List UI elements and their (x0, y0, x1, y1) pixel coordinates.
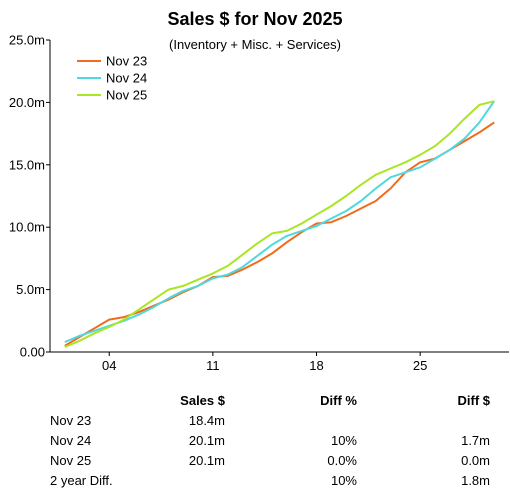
series-line-nov-23 (64, 121, 495, 347)
y-tick-label: 25.0m (9, 33, 45, 48)
series-line-nov-25 (64, 100, 495, 348)
x-tick-label: 18 (309, 358, 323, 373)
legend-label: Nov 25 (106, 88, 147, 103)
header-diff-dollar: Diff $ (457, 393, 491, 408)
row-diff-pct: 0.0% (327, 453, 357, 468)
y-tick-label: 0.00 (20, 345, 45, 360)
table-row: Nov 24 20.1m 10% 1.7m (0, 433, 510, 451)
legend-label: Nov 23 (106, 54, 147, 69)
x-tick-label: 11 (206, 358, 220, 373)
chart-subtitle: (Inventory + Misc. + Services) (169, 37, 341, 52)
legend: Nov 23 Nov 24 Nov 25 (77, 54, 147, 103)
table-header-row: Sales $ Diff % Diff $ (0, 393, 510, 411)
table-row: Nov 23 18.4m (0, 413, 510, 431)
row-sales: 20.1m (188, 453, 225, 468)
table-row: 2 year Diff. 10% 1.8m (0, 473, 510, 491)
row-diff-dollar: 0.0m (461, 453, 490, 468)
table-row: Nov 25 20.1m 0.0% 0.0m (0, 453, 510, 471)
y-tick-label: 15.0m (9, 157, 45, 172)
row-diff-dollar: 1.8m (461, 473, 490, 488)
row-diff-dollar: 1.7m (461, 433, 490, 448)
row-name: Nov 23 (50, 413, 92, 428)
row-sales: 20.1m (188, 433, 225, 448)
row-diff-pct: 10% (330, 473, 357, 488)
y-tick-label: 20.0m (9, 95, 45, 110)
x-tick-label: 04 (102, 358, 116, 373)
header-diff-pct: Diff % (320, 393, 357, 408)
row-name: Nov 24 (50, 433, 92, 448)
sales-line-chart: 0.00 5.0m 10.0m 15.0m 20.0m 25.0m 04 11 18 25 Nov… (9, 33, 509, 373)
series-line-nov-24 (64, 100, 496, 343)
header-sales: Sales $ (180, 393, 225, 408)
row-name: Nov 25 (50, 453, 92, 468)
chart-title: Sales $ for Nov 2025 (167, 9, 343, 29)
row-sales: 18.4m (188, 413, 225, 428)
y-tick-label: 10.0m (9, 220, 45, 235)
axes: 0.00 5.0m 10.0m 15.0m 20.0m 25.0m 04 11 18 25 (9, 33, 509, 373)
series-lines (64, 100, 496, 348)
y-tick-label: 5.0m (16, 282, 45, 297)
row-name: 2 year Diff. (50, 473, 113, 488)
row-diff-pct: 10% (330, 433, 357, 448)
x-tick-label: 25 (413, 358, 427, 373)
legend-label: Nov 24 (106, 71, 147, 86)
